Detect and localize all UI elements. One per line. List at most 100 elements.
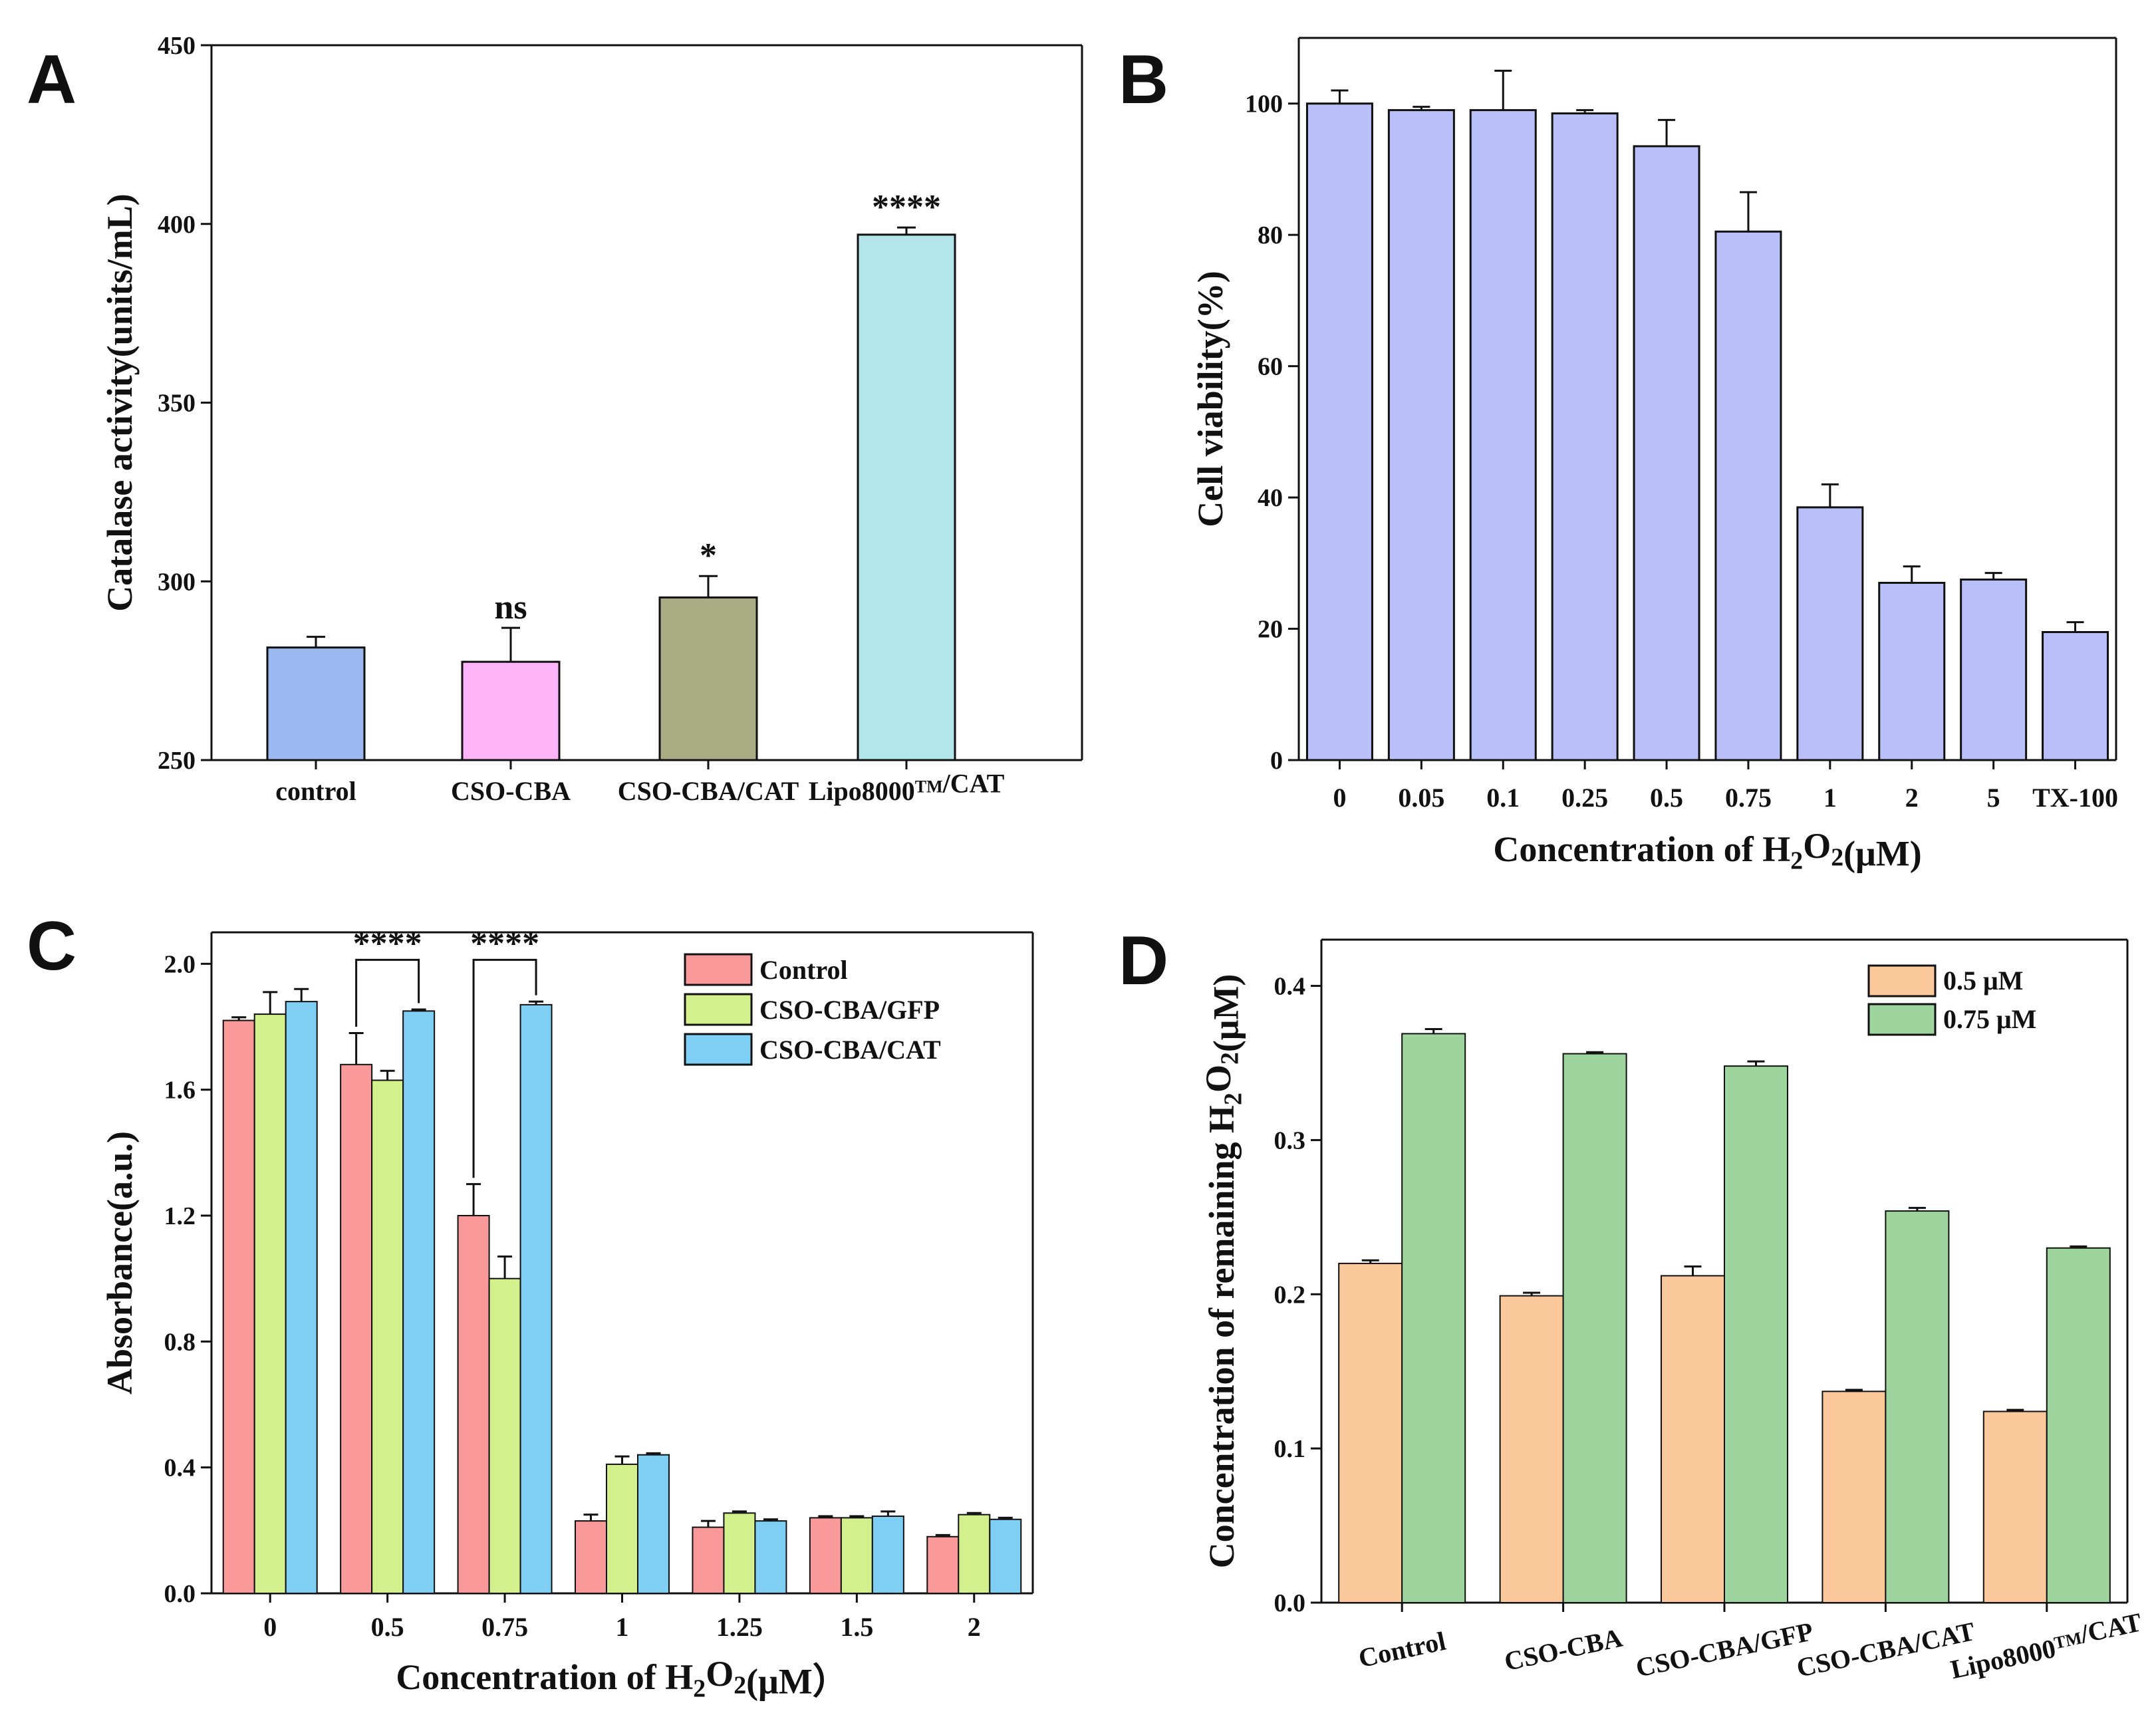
bar [692,1526,725,1595]
panel-label: D [1119,922,1168,999]
y-tick-label: 1.2 [164,1202,196,1230]
x-tick-label: 1 [616,1612,629,1642]
bar [2046,1247,2111,1603]
significance-bracket [355,958,420,1027]
y-tick-label: 0 [1270,747,1283,775]
significance-label: ns [494,589,527,626]
x-axis-label: Concentration of H2O2(μM) [1493,826,1921,874]
y-tick-label: 0.8 [164,1328,196,1356]
bar [1387,109,1455,761]
bar [723,1512,756,1595]
bar [1796,506,1864,761]
bar [575,1520,607,1594]
y-tick-label: 20 [1258,616,1283,644]
y-tick-label: 250 [158,747,196,775]
panel-label: A [27,41,76,118]
significance-label: **** [470,924,539,962]
bar [1551,112,1619,761]
bar [1562,1053,1627,1604]
x-tick-label: 0.5 [371,1612,404,1642]
legend-label: Control [759,955,848,985]
y-tick-label: 300 [158,568,196,596]
bar [1885,1210,1950,1604]
bar [340,1063,373,1595]
bar [1469,109,1537,761]
y-axis-label: Catalase activity(units/mL) [100,194,140,611]
x-tick-label: control [275,776,356,806]
panel-b: B 0 20 40 60 80 100 0 0.05 0.1 0.25 0.5 0.75 1 2 5 TX-10… [1119,37,2118,874]
bar [285,1001,318,1594]
bar [871,1516,904,1595]
legend-swatch [684,953,753,986]
bar [488,1277,521,1594]
bar [637,1454,670,1595]
bar [1499,1295,1564,1603]
bar [1338,1262,1403,1603]
significance-bracket [472,958,537,1178]
legend-label: 0.75 μM [1943,1004,2036,1034]
bar [1982,1410,2048,1603]
x-tick-label: 0.5 [1650,783,1683,813]
y-tick-label: 60 [1258,353,1283,381]
bar [754,1520,787,1594]
bar [1714,230,1782,761]
panel-label: C [27,908,76,985]
legend-label: CSO-CBA/CAT [759,1035,941,1065]
significance-label: * [700,537,717,575]
bar [989,1518,1022,1594]
y-tick-label: 40 [1258,484,1283,512]
bar [809,1517,842,1594]
y-tick-label: 0.3 [1274,1127,1306,1154]
legend-label: 0.5 μM [1943,966,2023,995]
bar [461,660,561,761]
y-tick-label: 2.0 [164,950,196,978]
x-tick-label: Lipo8000TM/CAT [809,768,1005,806]
x-tick-label: 2 [1905,783,1919,813]
bar [958,1514,991,1595]
bar [222,1019,255,1594]
y-tick-label: 0.2 [1274,1281,1306,1309]
bar [266,646,366,761]
x-tick-label: 0.75 [481,1612,528,1642]
significance-label: **** [353,924,422,962]
x-tick-label: 0 [263,1612,277,1642]
y-axis-label: Absorbance(a.u.) [100,1131,140,1394]
x-tick-label: 0.1 [1486,783,1520,813]
y-axis-label: Concentration of remaining H2O2(μM) [1198,974,1247,1569]
legend-label: CSO-CBA/GFP [759,995,940,1025]
x-tick-label: CSO-CBA/CAT [618,776,799,806]
bar [1661,1275,1725,1603]
legend-swatch [684,1033,753,1066]
bar [1633,145,1700,761]
bar [857,233,956,761]
y-tick-label: 0.0 [164,1580,196,1608]
y-tick-label: 1.6 [164,1077,196,1105]
x-axis-label: Concentration of H2O2(μM） [396,1654,848,1702]
legend-swatch [1867,1003,1937,1036]
y-tick-label: 0.4 [164,1454,196,1482]
bar [1878,581,1946,761]
legend-swatch [684,993,753,1026]
bar [457,1215,490,1594]
y-tick-label: 400 [158,211,196,239]
bar [519,1003,553,1595]
bar [1305,102,1373,761]
significance-label: **** [872,188,941,226]
x-tick-label: 1 [1823,783,1837,813]
bar [1821,1391,1887,1603]
y-tick-label: 0.0 [1274,1589,1306,1617]
bar [402,1010,436,1595]
x-tick-label: 0.25 [1561,783,1608,813]
bar [606,1463,638,1595]
x-tick-label: TX-100 [2032,783,2118,813]
y-axis-label: Cell viability(%) [1190,271,1230,527]
bar [371,1079,404,1594]
bar [253,1013,287,1594]
y-tick-label: 450 [158,32,196,60]
bar [1724,1065,1788,1603]
x-tick-label: 0 [1333,783,1346,813]
legend-swatch [1867,964,1937,997]
x-tick-label: CSO-CBA [451,776,571,806]
